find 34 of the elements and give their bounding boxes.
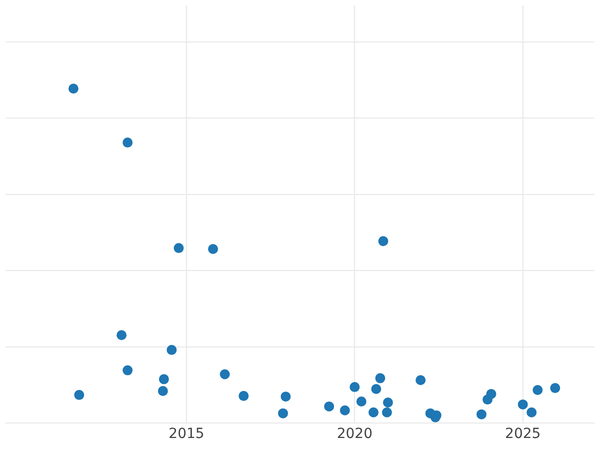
point [220, 369, 230, 380]
point [550, 383, 560, 394]
point [280, 392, 291, 402]
point [368, 407, 378, 418]
point [375, 373, 386, 384]
point [526, 407, 537, 418]
point [382, 397, 393, 408]
point [158, 386, 168, 396]
point [382, 407, 392, 418]
point [158, 374, 169, 384]
point [416, 375, 426, 386]
point [486, 388, 496, 399]
point [324, 401, 334, 412]
point [122, 365, 133, 376]
point [371, 384, 382, 394]
point [350, 382, 360, 392]
point [122, 138, 133, 148]
point [356, 396, 366, 407]
point [518, 399, 528, 410]
point [174, 243, 184, 254]
point [532, 385, 543, 396]
point [340, 405, 350, 416]
point [278, 408, 288, 418]
point [74, 390, 84, 400]
point [68, 84, 78, 94]
point [208, 244, 218, 254]
x-tick-label: 2015 [168, 426, 204, 442]
point [476, 409, 486, 420]
point [166, 344, 177, 355]
point [238, 390, 249, 401]
point [378, 236, 388, 246]
point [116, 330, 127, 340]
x-tick-label: 2025 [505, 426, 541, 442]
x-tick-label: 2020 [336, 426, 372, 442]
